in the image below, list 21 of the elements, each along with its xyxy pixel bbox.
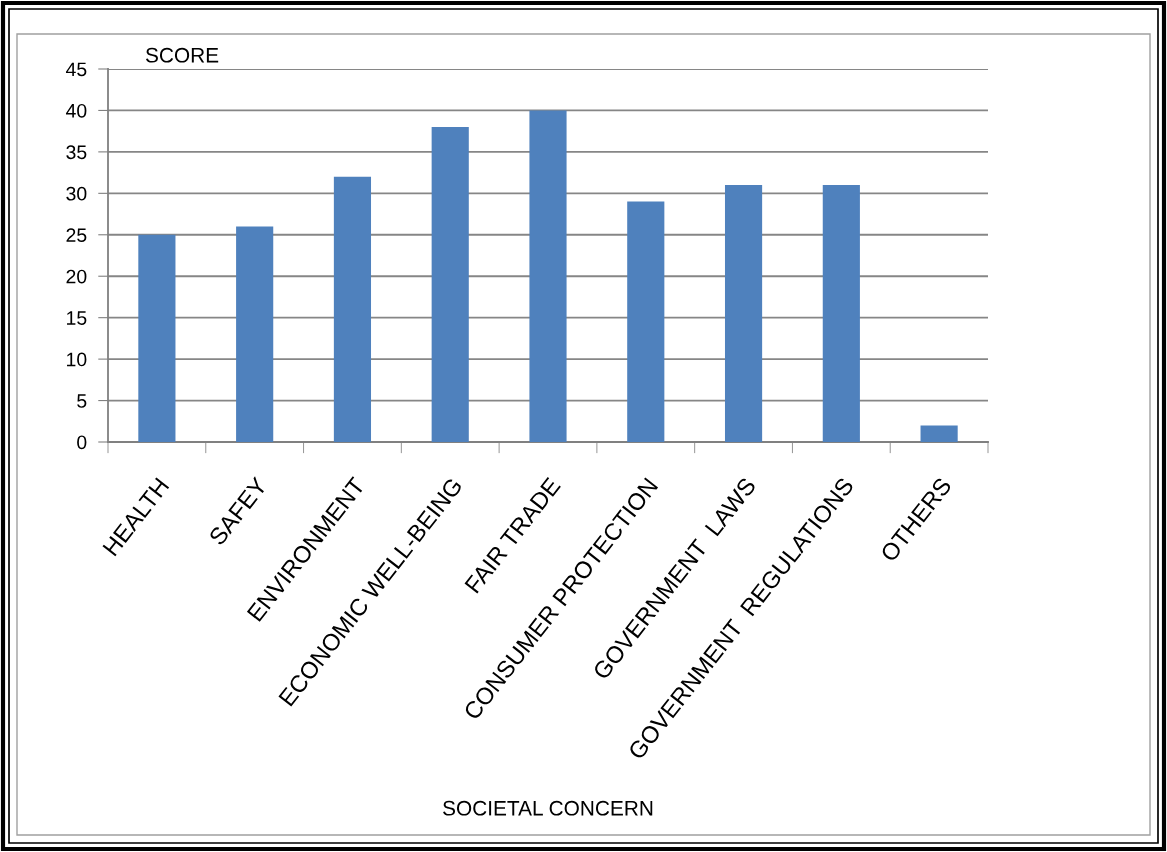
y-tick-label: 35 <box>66 145 87 160</box>
y-tick-label: 15 <box>67 311 87 325</box>
y-tick-label: 0 <box>77 435 87 450</box>
bar <box>724 185 763 442</box>
y-tick-label: 10 <box>67 352 87 367</box>
bar <box>627 201 665 442</box>
bar <box>529 110 567 442</box>
bar <box>138 234 176 442</box>
y-tick-label: 5 <box>77 394 87 408</box>
y-tick-label: 25 <box>66 228 87 243</box>
x-axis-title: SOCIETAL CONCERN <box>443 800 653 816</box>
bar <box>333 176 372 442</box>
y-tick-label: 40 <box>65 103 87 118</box>
y-tick-label: 20 <box>66 269 87 284</box>
bar <box>236 226 274 442</box>
bar <box>920 425 958 442</box>
y-tick-label: 45 <box>65 62 87 77</box>
bar <box>822 185 860 442</box>
y-tick-label: 30 <box>66 186 87 201</box>
y-axis-title: SCORE <box>145 47 219 63</box>
bar <box>431 127 469 442</box>
